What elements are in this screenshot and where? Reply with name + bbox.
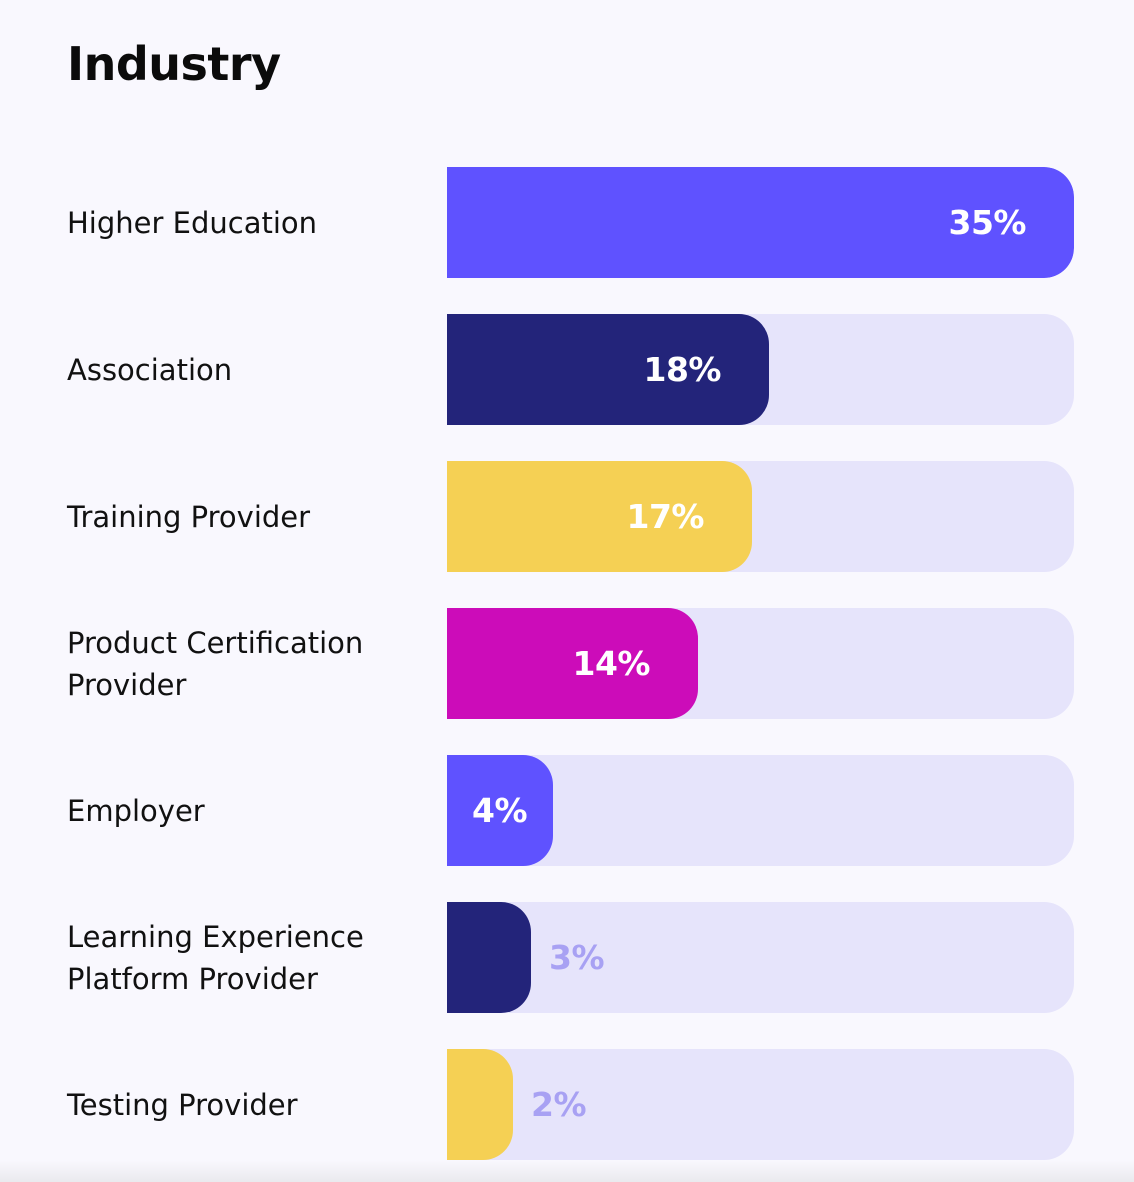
category-label: Association — [67, 352, 233, 387]
bar — [447, 755, 553, 866]
value-label: 35% — [948, 203, 1027, 242]
value-label: 4% — [472, 791, 528, 830]
bar-row: Training Provider 17% — [0, 461, 1134, 572]
bar — [447, 608, 698, 719]
category-label: Employer — [67, 793, 205, 828]
bar-track: 18% — [447, 314, 1074, 425]
value-label: 2% — [531, 1085, 587, 1124]
bar — [447, 167, 1074, 278]
bar-row: Association 18% — [0, 314, 1134, 425]
bottom-edge-shadow — [0, 1160, 1134, 1182]
bar-row: Higher Education 35% — [0, 167, 1134, 278]
bar-track: 3% — [447, 902, 1074, 1013]
value-label: 18% — [643, 350, 722, 389]
bar — [447, 314, 769, 425]
category-label: Product Certification Provider — [67, 625, 364, 702]
bar-track: 35% — [447, 167, 1074, 278]
category-label: Training Provider — [67, 499, 311, 534]
bar-track: 14% — [447, 608, 1074, 719]
bar-track: 17% — [447, 461, 1074, 572]
chart-title: Industry — [67, 37, 281, 91]
bar-track: 2% — [447, 1049, 1074, 1160]
bar — [447, 1049, 513, 1160]
bar-row: Learning Experience Platform Provider 3% — [0, 902, 1134, 1013]
value-label: 14% — [572, 644, 651, 683]
bar-row: Product Certification Provider 14% — [0, 608, 1134, 719]
bar-track: 4% — [447, 755, 1074, 866]
bar — [447, 902, 531, 1013]
category-label: Learning Experience Platform Provider — [67, 919, 364, 996]
bar — [447, 461, 752, 572]
category-label: Testing Provider — [67, 1087, 298, 1122]
bar-row: Testing Provider 2% — [0, 1049, 1134, 1160]
bar-row: Employer 4% — [0, 755, 1134, 866]
value-label: 3% — [549, 938, 605, 977]
value-label: 17% — [626, 497, 705, 536]
category-label: Higher Education — [67, 205, 318, 240]
